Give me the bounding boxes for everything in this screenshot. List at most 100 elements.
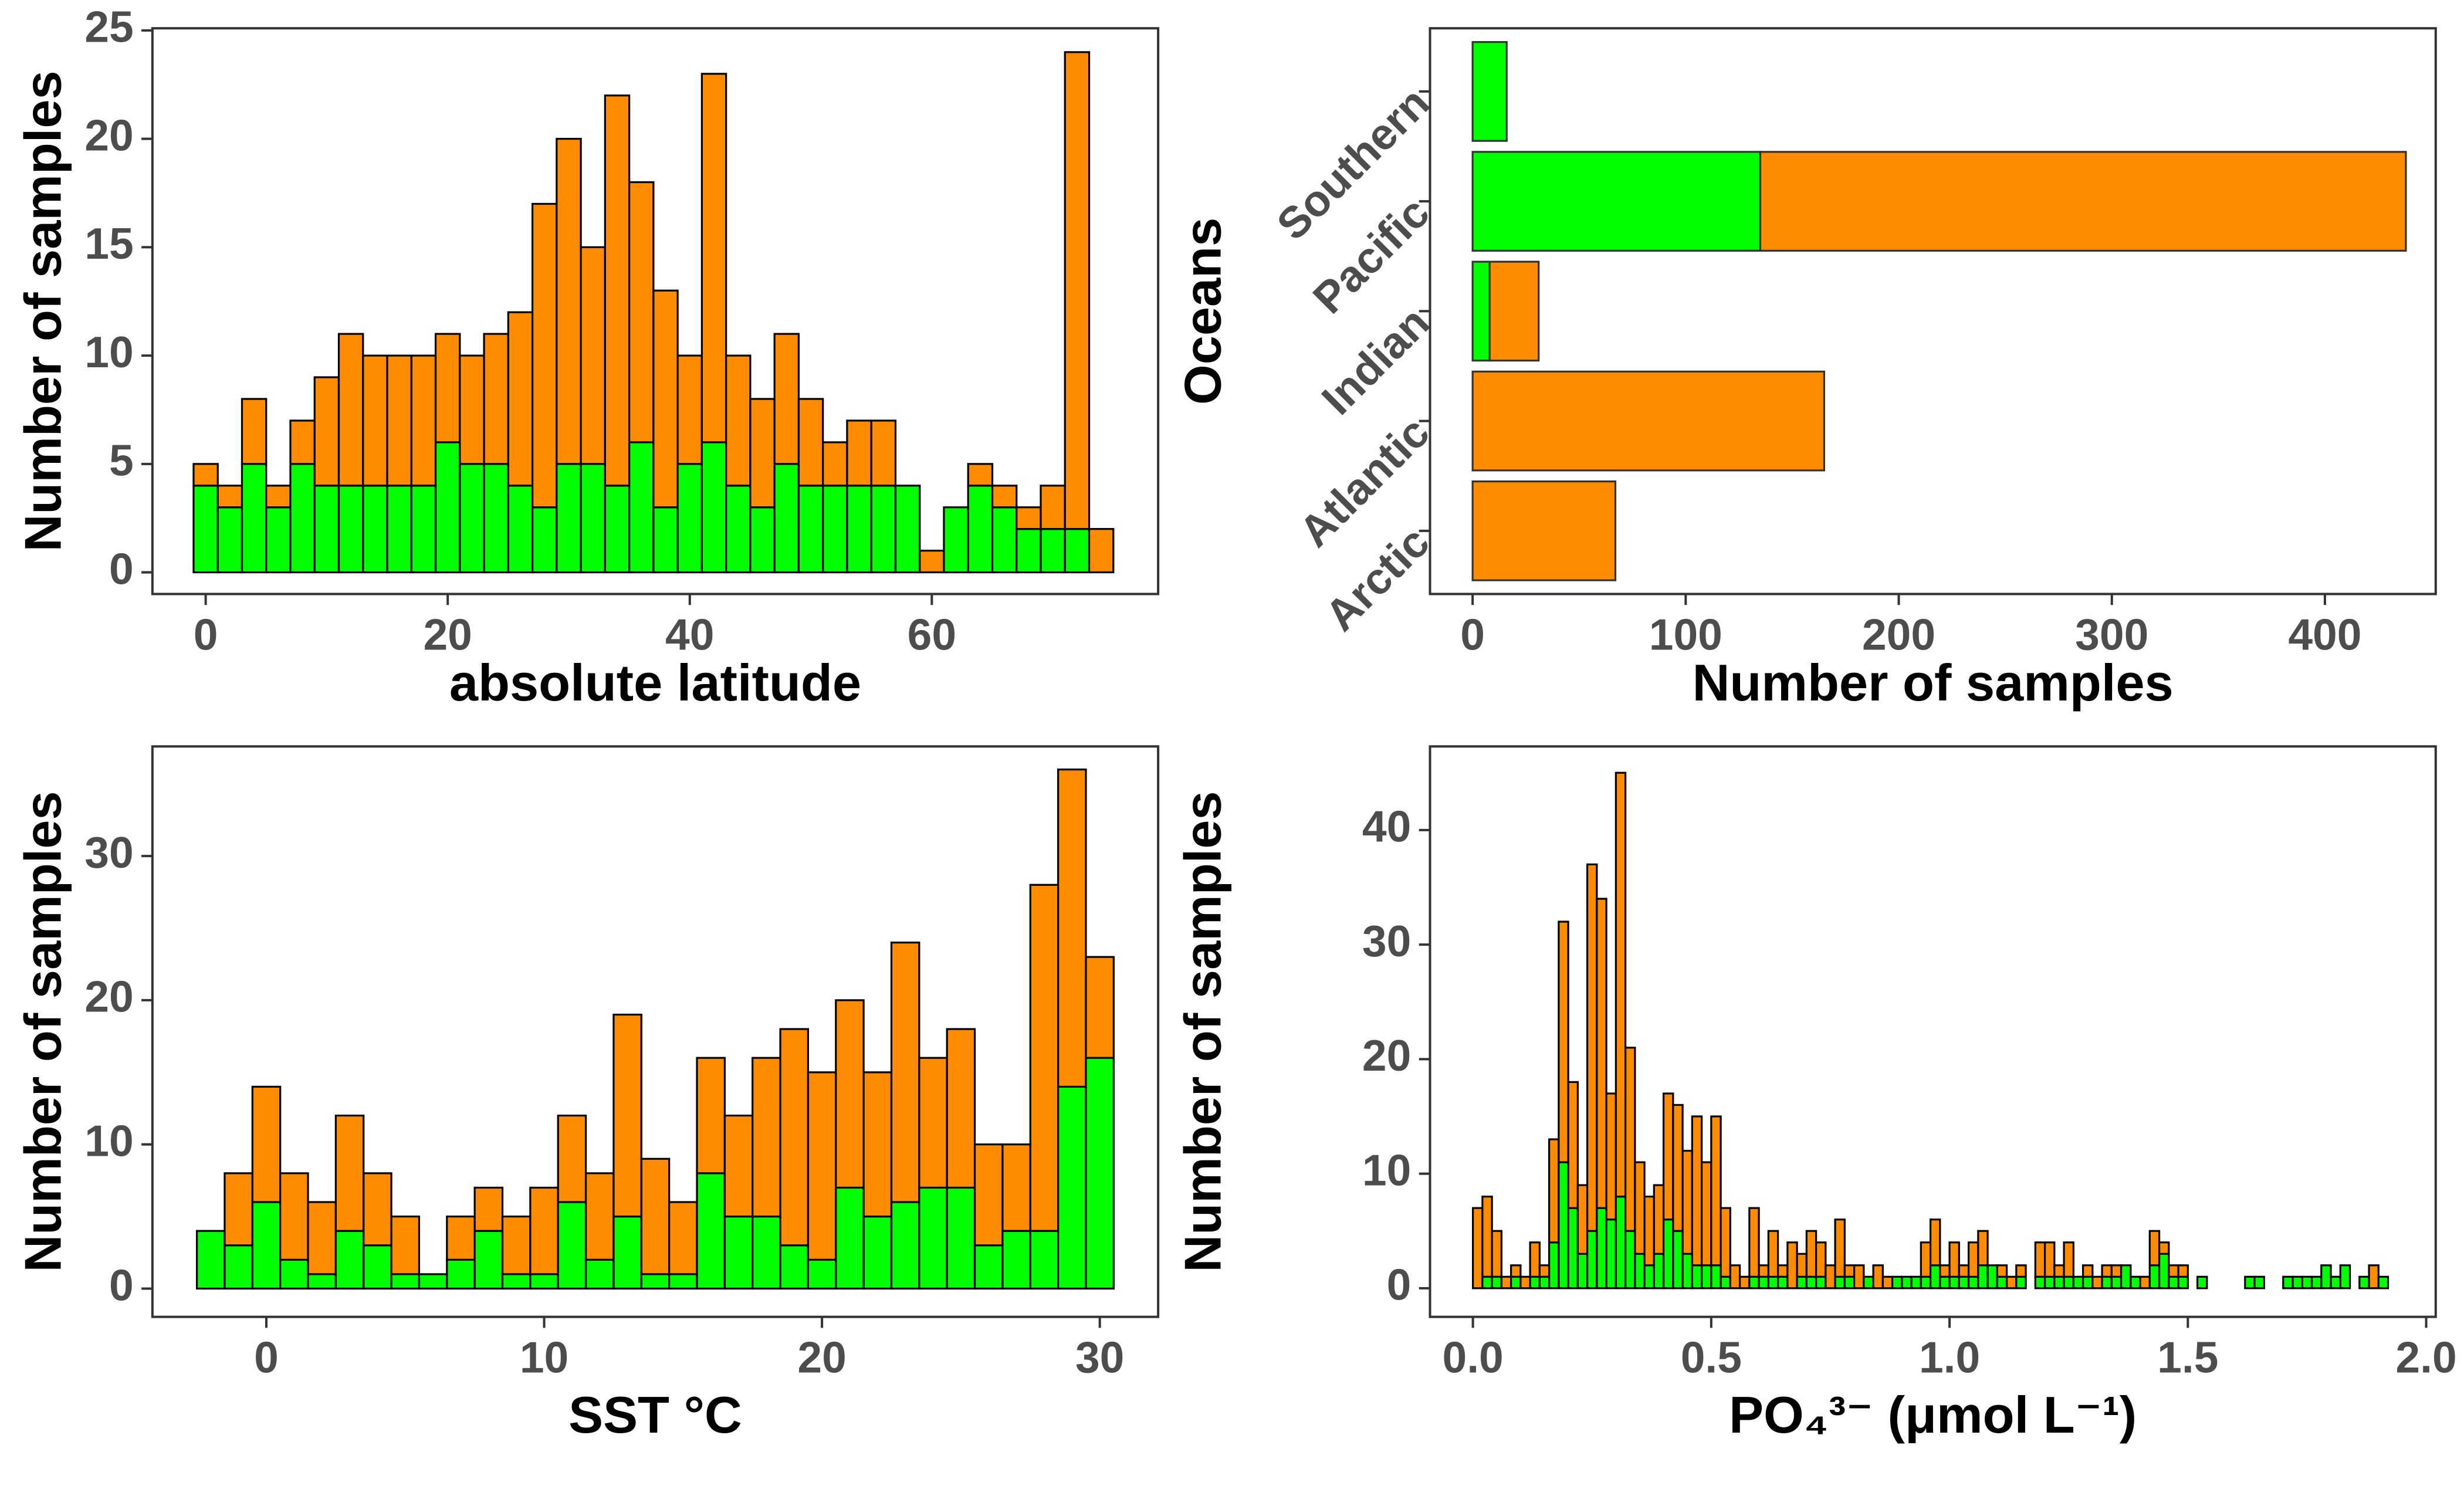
- x-axis-title: Number of samples: [1693, 654, 2174, 712]
- histogram-bar: [1815, 1241, 1827, 1278]
- histogram-bar: [434, 333, 461, 444]
- bar: [1471, 41, 1508, 142]
- histogram-bar: [289, 463, 316, 574]
- histogram-bar: [1576, 1253, 1589, 1289]
- histogram-bar: [991, 506, 1018, 574]
- bar: [1488, 260, 1540, 362]
- y-tick-label: 25: [84, 2, 133, 52]
- histogram-bar: [1996, 1264, 2008, 1278]
- histogram-bar: [1691, 1264, 1703, 1289]
- y-tick-label: 20: [1362, 1031, 1411, 1080]
- histogram-bar: [584, 1172, 615, 1261]
- histogram-bar: [628, 441, 655, 574]
- histogram-bar: [1710, 1264, 1722, 1289]
- histogram-bar: [2063, 1275, 2074, 1289]
- x-tick-label: 20: [797, 1332, 846, 1382]
- histogram-bar: [1029, 1230, 1060, 1290]
- x-tick-label: 1.0: [1919, 1332, 1980, 1382]
- histogram-bar: [1605, 1092, 1617, 1221]
- histogram-bar: [943, 506, 969, 574]
- histogram-bar: [1510, 1275, 1522, 1289]
- histogram-bar: [2148, 1230, 2161, 1267]
- histogram-bar: [1016, 528, 1042, 574]
- histogram-bar: [1720, 1207, 1731, 1278]
- histogram-bar: [967, 485, 994, 574]
- histogram-bar: [1681, 1149, 1693, 1255]
- histogram-bar: [1805, 1230, 1817, 1278]
- histogram-bar: [604, 485, 631, 574]
- histogram-bar: [2320, 1264, 2332, 1289]
- histogram-bar: [446, 1258, 476, 1290]
- histogram-bar: [1085, 1057, 1115, 1290]
- histogram-bar: [556, 138, 582, 465]
- histogram-bar: [2301, 1275, 2313, 1289]
- histogram-bar: [894, 485, 921, 574]
- histogram-bar: [2148, 1264, 2161, 1289]
- histogram-bar: [749, 398, 776, 509]
- histogram-bar: [1958, 1275, 1970, 1289]
- histogram-bar: [2101, 1264, 2113, 1278]
- histogram-bar: [1672, 1104, 1684, 1232]
- histogram-bar: [725, 354, 752, 487]
- histogram-bar: [612, 1013, 642, 1218]
- histogram-bar: [473, 1186, 504, 1232]
- plot-border: [1429, 27, 2437, 595]
- histogram-bar: [2015, 1275, 2027, 1289]
- y-axis-title: Number of samples: [1173, 791, 1231, 1272]
- x-tick-label: 0: [1460, 610, 1485, 659]
- histogram-bar: [337, 485, 364, 574]
- histogram-bar: [529, 1186, 559, 1275]
- histogram-bar: [1586, 1230, 1598, 1289]
- histogram-bar: [1481, 1196, 1493, 1278]
- plot-border: [1429, 745, 2437, 1318]
- histogram-bar: [2043, 1241, 2056, 1278]
- histogram-bar: [1681, 1253, 1693, 1289]
- histogram-bar: [1720, 1275, 1731, 1289]
- histogram-bar: [807, 1258, 837, 1290]
- y-tick-label: 5: [109, 436, 134, 485]
- histogram-bar: [241, 398, 268, 465]
- y-tick-label: 15: [84, 219, 133, 268]
- histogram-bar: [1986, 1264, 1998, 1289]
- y-axis-title: Number of samples: [14, 70, 72, 551]
- histogram-bar: [337, 333, 364, 487]
- histogram-bar: [1776, 1264, 1789, 1278]
- histogram-bar: [1662, 1092, 1674, 1221]
- histogram-bar: [1700, 1264, 1712, 1289]
- histogram-bar: [216, 485, 243, 509]
- bar: [1471, 370, 1826, 472]
- histogram-bar: [334, 1230, 365, 1290]
- x-tick-label: 0: [254, 1332, 279, 1382]
- histogram-bar: [2244, 1275, 2256, 1289]
- histogram-bar: [1634, 1253, 1646, 1289]
- histogram-bar: [967, 463, 994, 487]
- histogram-bar: [2101, 1275, 2113, 1289]
- histogram-bar: [2310, 1275, 2323, 1289]
- histogram-bar: [1567, 1207, 1579, 1289]
- histogram-bar: [668, 1273, 698, 1290]
- histogram-bar: [696, 1057, 726, 1175]
- histogram-bar: [2377, 1275, 2389, 1289]
- histogram-bar: [1500, 1275, 1512, 1289]
- x-tick-label: 30: [1075, 1332, 1124, 1382]
- histogram-bar: [640, 1273, 671, 1290]
- histogram-bar: [1538, 1264, 1551, 1278]
- histogram-bar: [890, 1201, 920, 1290]
- bar: [1471, 151, 1762, 252]
- histogram-bar: [1040, 528, 1066, 574]
- histogram-bar: [1815, 1275, 1827, 1289]
- histogram-bar: [313, 485, 340, 574]
- histogram-bar: [313, 376, 340, 487]
- histogram-bar: [1805, 1275, 1817, 1289]
- histogram-bar: [1872, 1264, 1884, 1289]
- histogram-bar: [2368, 1264, 2380, 1289]
- histogram-bar: [434, 441, 461, 574]
- histogram-bar: [2139, 1275, 2151, 1289]
- y-tick-label: 10: [1362, 1145, 1411, 1194]
- x-axis-title: absolute latitude: [449, 654, 861, 712]
- histogram-bar: [946, 1028, 976, 1189]
- histogram-bar: [1662, 1219, 1674, 1289]
- histogram-bar: [846, 485, 872, 574]
- y-tick-label: 0: [109, 1260, 134, 1309]
- x-tick-label: 2.0: [2395, 1332, 2456, 1382]
